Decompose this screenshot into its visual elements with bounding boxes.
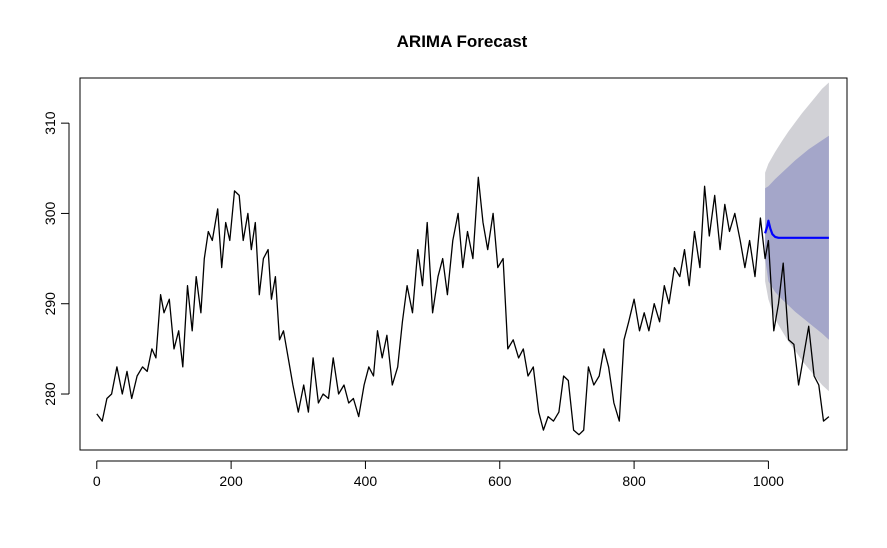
y-axis: 280 290 300 310 [42,111,70,406]
x-tick-label: 800 [622,473,646,489]
chart-title: ARIMA Forecast [397,32,528,51]
y-tick-label: 290 [42,292,58,316]
x-axis: 0 200 400 600 800 1000 [93,460,784,489]
y-tick-label: 300 [42,202,58,226]
y-tick-label: 280 [42,382,58,406]
series-lines [96,176,830,436]
x-tick-label: 600 [488,473,512,489]
forecast-series-line [764,219,829,239]
x-tick-label: 200 [219,473,243,489]
x-tick-label: 1000 [753,473,784,489]
plot-frame [79,77,848,451]
x-tick-label: 0 [93,473,101,489]
y-tick-label: 310 [42,111,58,135]
x-tick-label: 400 [354,473,378,489]
observed-series-line [96,176,830,436]
